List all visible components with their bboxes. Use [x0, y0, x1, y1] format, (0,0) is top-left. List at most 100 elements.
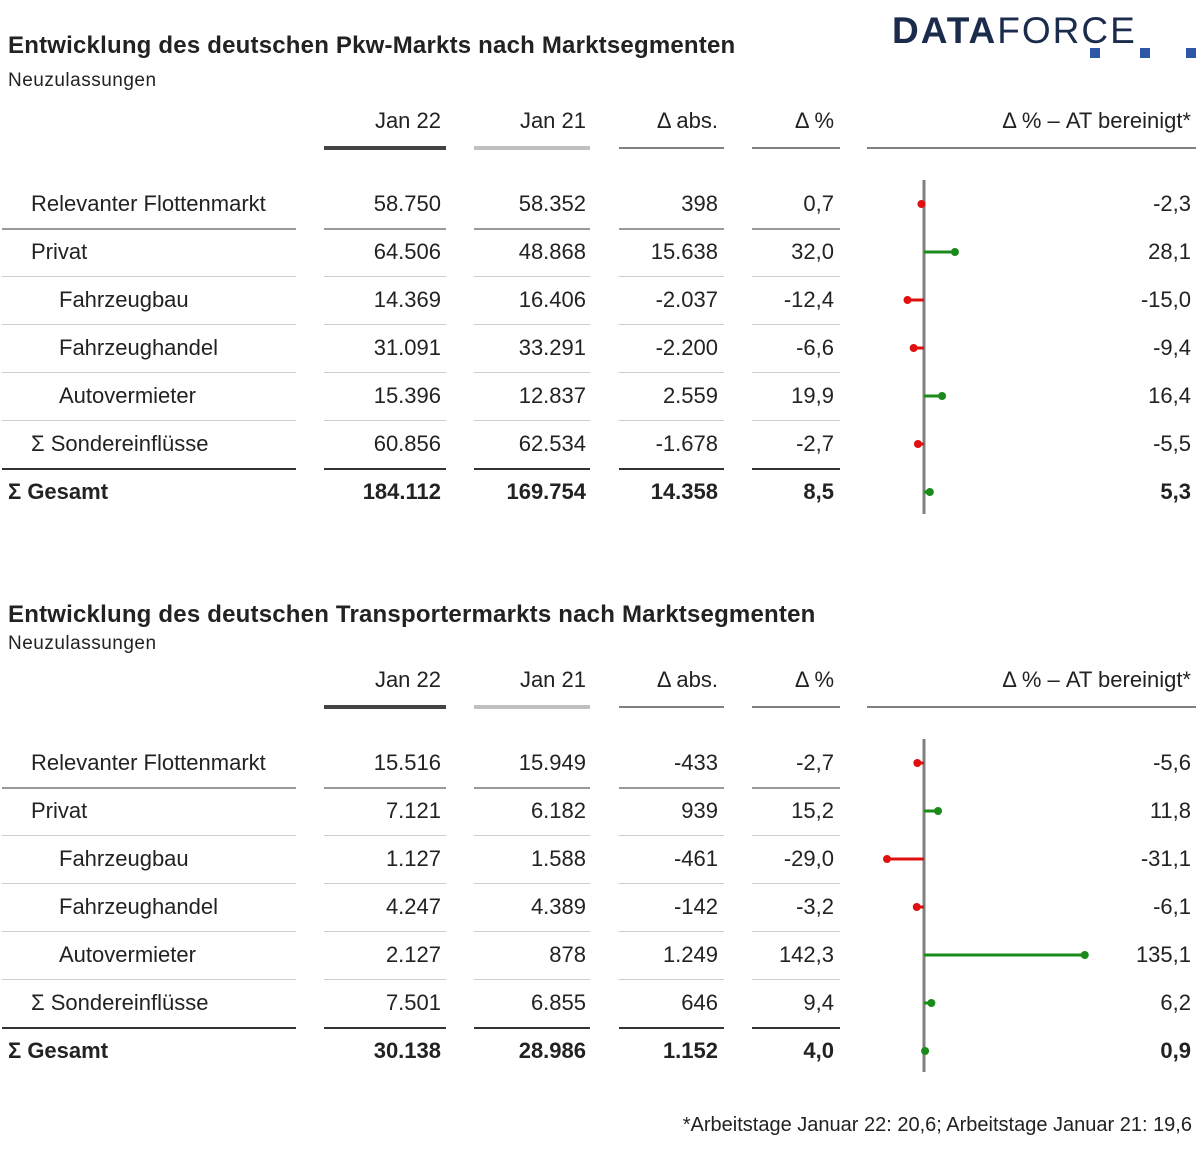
row-separator [474, 979, 590, 980]
cell-jan22: 30.138 [373, 1038, 441, 1063]
cell-jan21: 12.837 [518, 383, 586, 408]
row-label: Autovermieter [59, 383, 196, 408]
column-header-rule [752, 147, 840, 149]
cell-at: 28,1 [1148, 239, 1191, 264]
row-label: Fahrzeughandel [59, 894, 219, 919]
dot-mark [925, 488, 934, 496]
row-separator [752, 324, 840, 325]
cell-pct: 8,5 [803, 479, 834, 504]
column-header-rule [474, 146, 590, 150]
row-separator [324, 420, 446, 421]
column-header-rule [867, 147, 1196, 149]
dot-mark [909, 344, 918, 352]
row-separator [474, 276, 590, 277]
dot-mark [882, 855, 891, 863]
row-label: Relevanter Flottenmarkt [31, 191, 266, 216]
cell-at: -9,4 [1153, 335, 1191, 360]
cell-abs: 939 [681, 798, 718, 823]
cell-jan22: 4.247 [385, 894, 441, 919]
row-separator [2, 1027, 296, 1029]
cell-jan21: 58.352 [518, 191, 586, 216]
row-separator [2, 468, 296, 470]
cell-abs: -2.037 [655, 287, 718, 312]
section-title: Entwicklung des deutschen Pkw-Markts nac… [8, 32, 736, 59]
column-header: Δ abs. [656, 667, 718, 692]
column-header: Δ abs. [656, 108, 718, 133]
dot-mark [912, 903, 921, 911]
row-separator [324, 276, 446, 277]
cell-abs: 398 [681, 191, 718, 216]
logo-square [1090, 48, 1100, 58]
row-label: Fahrzeugbau [59, 846, 189, 871]
cell-jan22: 60.856 [373, 431, 441, 456]
row-separator [324, 372, 446, 373]
row-label: Σ Gesamt [8, 1038, 109, 1063]
row-label: Σ Sondereinflüsse [31, 990, 209, 1015]
row-separator [474, 883, 590, 884]
row-label: Σ Sondereinflüsse [31, 431, 209, 456]
cell-abs: 1.152 [662, 1038, 718, 1063]
dot-mark [934, 807, 943, 815]
row-label: Σ Gesamt [8, 479, 109, 504]
row-separator [619, 468, 724, 470]
logo-square [1186, 48, 1196, 58]
cell-jan21: 6.182 [530, 798, 586, 823]
column-header-rule [324, 705, 446, 709]
section-subtitle: Neuzulassungen [8, 70, 157, 91]
cell-jan22: 15.396 [373, 383, 441, 408]
row-separator [2, 787, 296, 789]
row-label: Fahrzeughandel [59, 335, 219, 360]
cell-jan21: 48.868 [518, 239, 586, 264]
cell-pct: 0,7 [803, 191, 834, 216]
row-separator [2, 372, 296, 373]
cell-at: 5,3 [1160, 479, 1191, 504]
row-separator [2, 420, 296, 421]
dot-mark [903, 296, 912, 304]
column-header: Jan 22 [374, 108, 441, 133]
cell-at: 11,8 [1149, 798, 1191, 823]
cell-pct: 32,0 [791, 239, 834, 264]
cell-jan21: 62.534 [518, 431, 586, 456]
section-title: Entwicklung des deutschen Transportermar… [8, 601, 816, 628]
row-separator [752, 931, 840, 932]
column-header: Δ % – AT bereinigt* [1002, 108, 1191, 133]
cell-pct: 4,0 [803, 1038, 834, 1063]
column-header-rule [619, 706, 724, 708]
row-separator [619, 883, 724, 884]
row-separator [619, 420, 724, 421]
cell-jan22: 31.091 [373, 335, 441, 360]
cell-at: -15,0 [1140, 287, 1191, 312]
column-header: Δ % – AT bereinigt* [1002, 667, 1191, 692]
column-header-rule [324, 146, 446, 150]
column-header-rule [619, 147, 724, 149]
dot-mark [917, 200, 926, 208]
row-separator [619, 324, 724, 325]
row-separator [474, 835, 590, 836]
column-header-rule [752, 706, 840, 708]
row-separator [752, 883, 840, 884]
dot-mark [950, 248, 959, 256]
cell-jan22: 58.750 [373, 191, 441, 216]
column-header-rule [867, 706, 1196, 708]
cell-at: -6,1 [1153, 894, 1191, 919]
row-separator [324, 468, 446, 470]
cell-pct: -6,6 [796, 335, 834, 360]
cell-jan21: 6.855 [530, 990, 586, 1015]
cell-jan21: 16.406 [518, 287, 586, 312]
cell-at: 6,2 [1160, 990, 1191, 1015]
dot-mark [1080, 951, 1089, 959]
cell-abs: 1.249 [662, 942, 718, 967]
cell-abs: 2.559 [662, 383, 718, 408]
cell-jan22: 184.112 [362, 479, 441, 504]
dot-mark [913, 440, 922, 448]
cell-at: -5,6 [1153, 750, 1191, 775]
row-separator [752, 468, 840, 470]
cell-jan22: 15.516 [373, 750, 441, 775]
cell-jan22: 14.369 [373, 287, 441, 312]
row-separator [619, 1027, 724, 1029]
cell-pct: 9,4 [803, 990, 834, 1015]
row-separator [619, 276, 724, 277]
cell-at: -31,1 [1140, 846, 1191, 871]
cell-jan21: 4.389 [530, 894, 586, 919]
column-header: Jan 22 [374, 667, 441, 692]
